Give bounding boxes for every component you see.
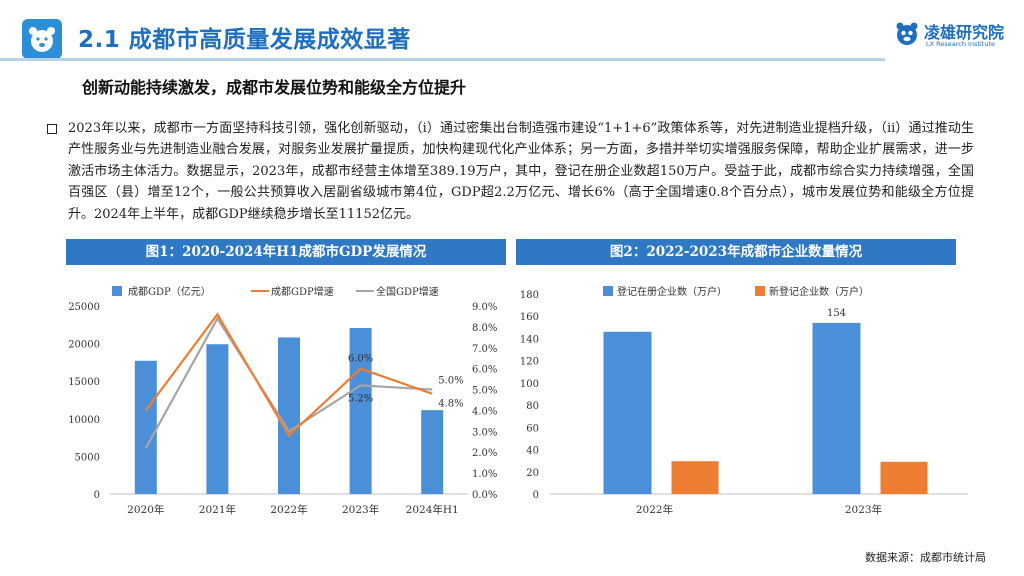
chart2-y-tick: 160 — [520, 312, 539, 323]
chart2-y-tick: 40 — [526, 446, 539, 457]
chart1-y-tick-left: 15000 — [68, 377, 100, 388]
chart1-y-tick-right: 2.0% — [472, 448, 497, 459]
chart1-x-tick: 2020年 — [127, 503, 164, 516]
chart1-bar-gdp — [349, 327, 372, 494]
data-source: 数据来源：成都市统计局 — [865, 551, 986, 564]
chart2-y-tick: 20 — [526, 468, 539, 479]
chart1-x-tick: 2023年 — [342, 503, 379, 516]
chart2-bar-new — [671, 461, 719, 494]
chart2-bar-registered — [603, 331, 652, 494]
chart1-y-tick-right: 1.0% — [472, 469, 497, 480]
chart1-legend-label: 全国GDP增速 — [376, 285, 439, 298]
body-paragraph: 2023年以来，成都市一方面坚持科技引领，强化创新驱动，（i）通过密集出台制造强… — [68, 121, 974, 222]
chart2-y-tick: 180 — [520, 290, 539, 301]
chart2-y-tick: 120 — [520, 357, 539, 368]
bear-logo-icon — [22, 19, 62, 59]
chart1-legend-label: 成都GDP（亿元） — [128, 285, 211, 298]
chart1-y-tick-right: 0.0% — [472, 490, 497, 501]
chart2-y-tick: 140 — [520, 334, 539, 345]
chart1-y-tick-left: 5000 — [75, 452, 100, 463]
chart1-data-label: 5.2% — [348, 393, 373, 404]
chart2-y-tick: 0 — [533, 490, 539, 501]
chart1-line-chengdu-growth — [144, 312, 433, 438]
chart2-y-tick: 60 — [526, 423, 539, 434]
brand-name: 凌雄研究院 — [924, 23, 1005, 42]
chart1-y-tick-left: 25000 — [68, 302, 100, 313]
chart2-legend-label: 新登记企业数（万户） — [769, 285, 869, 298]
chart1-data-label: 6.0% — [348, 354, 373, 365]
chart1-legend-swatch — [112, 286, 122, 296]
chart1-bar-gdp — [278, 337, 300, 494]
chart1-x-tick: 2024年H1 — [406, 503, 459, 516]
chart2-bar-registered — [812, 322, 861, 494]
chart1-y-tick-left: 10000 — [68, 415, 100, 426]
chart1-line-national-growth — [144, 316, 433, 449]
chart1-y-tick-right: 3.0% — [472, 427, 497, 438]
header-bar — [0, 0, 1024, 56]
chart1-y-tick-right: 4.0% — [472, 406, 497, 417]
bullet-square-icon — [47, 124, 57, 134]
chart1-y-tick-right: 5.0% — [472, 386, 497, 397]
chart1-bar-gdp — [206, 344, 229, 494]
chart1-y-tick-right: 6.0% — [472, 365, 497, 376]
chart1-data-label: 4.8% — [438, 399, 463, 410]
chart1-data-label: 5.0% — [438, 376, 463, 387]
chart2-legend-label: 登记在册企业数（万户） — [617, 285, 727, 298]
chart1-y-tick-right: 7.0% — [472, 344, 497, 355]
brand-bear-icon — [896, 22, 918, 45]
section-subtitle: 创新动能持续激发，成都市发展位势和能级全方位提升 — [82, 78, 467, 97]
chart1-y-tick-left: 20000 — [68, 340, 100, 351]
chart1-bar-gdp — [134, 360, 157, 494]
chart2-x-tick: 2022年 — [636, 503, 673, 516]
chart1-bar-gdp — [421, 410, 444, 494]
chart2-x-tick: 2023年 — [845, 503, 882, 516]
chart2-legend-swatch — [603, 286, 613, 296]
chart2-data-label: 154 — [827, 308, 846, 319]
chart2-title: 图2：2022-2023年成都市企业数量情况 — [516, 239, 956, 265]
chart1-legend-label: 成都GDP增速 — [271, 285, 334, 298]
chart2-y-tick: 80 — [526, 401, 539, 412]
brand-subtitle: LX Research Institute — [926, 40, 996, 48]
chart1-x-tick: 2022年 — [270, 503, 307, 516]
chart1-y-tick-right: 8.0% — [472, 323, 497, 334]
chart1-title: 图1：2020-2024年H1成都市GDP发展情况 — [66, 239, 506, 265]
title-underline — [0, 58, 885, 61]
chart2-y-tick: 100 — [520, 379, 539, 390]
chart2-bar-new — [880, 461, 928, 494]
chart2-legend-swatch — [755, 286, 765, 296]
chart1-y-tick-left: 0 — [94, 490, 100, 501]
page-title: 2.1 成都市高质量发展成效显著 — [78, 27, 411, 53]
chart1-x-tick: 2021年 — [199, 503, 236, 516]
chart1-y-tick-right: 9.0% — [472, 302, 497, 313]
